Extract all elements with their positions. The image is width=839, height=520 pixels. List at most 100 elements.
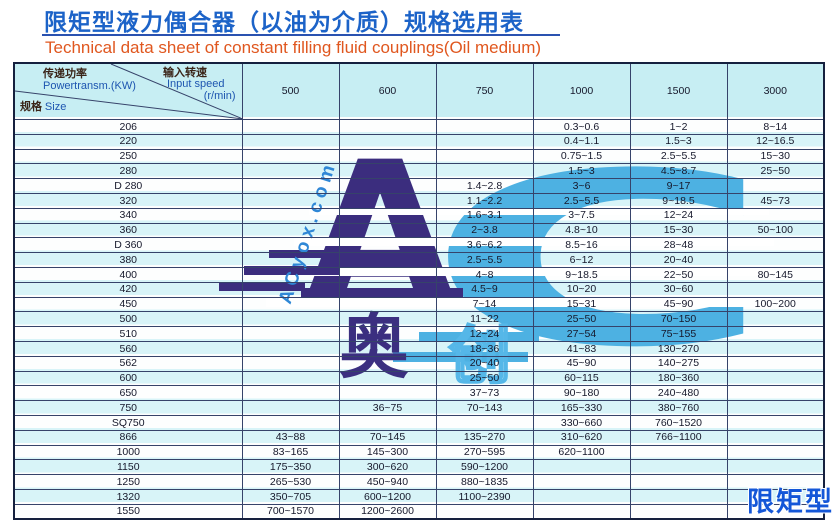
corner-type-label: 限矩型 <box>747 487 834 517</box>
value-cell <box>726 385 825 402</box>
table-row: D 280 1.4~2.8 3~6 9~17 <box>13 178 825 194</box>
value-cell <box>241 192 340 209</box>
value-cell: 18~36 <box>435 340 534 357</box>
size-cell: 220 <box>13 133 243 150</box>
value-cell: 9~18.5 <box>629 192 728 209</box>
value-cell: 880~1835 <box>435 474 534 490</box>
table-row: 280 1.5~3 4.5~8.7 25~50 <box>13 163 825 180</box>
value-cell: 20~40 <box>629 252 728 268</box>
table-row: 866 43~88 70~145 135~270 310~620 766~1100 <box>13 429 825 446</box>
speed-column-header: 500 <box>241 62 340 120</box>
value-cell <box>338 340 437 357</box>
value-cell: 43~88 <box>241 429 340 446</box>
value-cell <box>726 281 825 298</box>
value-cell <box>338 237 437 254</box>
value-cell: 766~1100 <box>629 429 728 446</box>
value-cell: 100~200 <box>726 296 825 313</box>
value-cell <box>726 237 825 254</box>
header-size-en: Size <box>44 101 67 113</box>
diagonal-lines <box>15 64 243 119</box>
value-cell: 70~143 <box>435 400 534 416</box>
header-speed-cn: 输入转速 <box>163 67 207 79</box>
value-cell <box>532 459 631 476</box>
value-cell: 15~30 <box>629 222 728 239</box>
value-cell <box>241 119 340 135</box>
value-cell: 30~60 <box>629 281 728 298</box>
value-cell <box>241 311 340 328</box>
size-cell: 400 <box>13 266 243 283</box>
table-row: 420 4.5~9 10~20 30~60 <box>13 281 825 298</box>
value-cell: 240~480 <box>629 385 728 402</box>
table-row: 1000 83~165 145~300 270~595 620~1100 <box>13 444 825 461</box>
value-cell <box>726 340 825 357</box>
value-cell: 1.6~3.1 <box>435 207 534 224</box>
header-power-cn: 传递功率 <box>43 68 87 80</box>
value-cell <box>338 414 437 431</box>
spec-table-container: A C ACyox.com 奥 创 <box>13 62 825 520</box>
value-cell: 0.3~0.6 <box>532 119 631 135</box>
value-cell: 450~940 <box>338 474 437 490</box>
value-cell: 80~145 <box>726 266 825 283</box>
value-cell: 25~50 <box>435 370 534 387</box>
value-cell <box>338 266 437 283</box>
speed-column-header: 3000 <box>726 62 825 120</box>
value-cell: 700~1570 <box>241 503 340 520</box>
value-cell: 45~90 <box>629 296 728 313</box>
value-cell <box>241 400 340 416</box>
size-cell: 206 <box>13 119 243 135</box>
value-cell: 45~73 <box>726 192 825 209</box>
value-cell <box>629 459 728 476</box>
table-row: 450 7~14 15~31 45~90 100~200 <box>13 296 825 313</box>
size-cell: 1150 <box>13 459 243 476</box>
value-cell: 11~22 <box>435 311 534 328</box>
table-row: 360 2~3.8 4.8~10 15~30 50~100 <box>13 222 825 239</box>
value-cell: 36~75 <box>338 400 437 416</box>
size-cell: 250 <box>13 148 243 165</box>
value-cell: 90~180 <box>532 385 631 402</box>
value-cell <box>338 355 437 372</box>
value-cell <box>726 429 825 446</box>
size-cell: 1000 <box>13 444 243 461</box>
value-cell <box>241 222 340 239</box>
value-cell <box>241 148 340 165</box>
value-cell <box>241 370 340 387</box>
size-cell: 1320 <box>13 488 243 505</box>
header-speed-unit: (r/min) <box>203 90 236 102</box>
table-row: 750 36~75 70~143 165~330 380~760 <box>13 400 825 416</box>
speed-column-header: 600 <box>338 62 437 120</box>
size-cell: D 280 <box>13 178 243 194</box>
value-cell <box>241 385 340 402</box>
value-cell: 1.1~2.2 <box>435 192 534 209</box>
value-cell: 1~2 <box>629 119 728 135</box>
value-cell <box>338 222 437 239</box>
size-cell: D 360 <box>13 237 243 254</box>
value-cell: 4.8~10 <box>532 222 631 239</box>
table-row: 206 0.3~0.6 1~2 8~14 <box>13 119 825 135</box>
value-cell: 175~350 <box>241 459 340 476</box>
speed-column-header: 1500 <box>629 62 728 120</box>
value-cell <box>338 148 437 165</box>
value-cell: 2.5~5.5 <box>629 148 728 165</box>
value-cell <box>435 503 534 520</box>
value-cell <box>726 370 825 387</box>
speed-column-header: 750 <box>435 62 534 120</box>
value-cell: 270~595 <box>435 444 534 461</box>
value-cell: 2.5~5.5 <box>532 192 631 209</box>
value-cell <box>435 133 534 150</box>
value-cell: 22~50 <box>629 266 728 283</box>
value-cell: 8~14 <box>726 119 825 135</box>
value-cell <box>435 163 534 180</box>
value-cell: 180~360 <box>629 370 728 387</box>
value-cell <box>338 370 437 387</box>
value-cell: 3~7.5 <box>532 207 631 224</box>
table-row: 1150 175~350 300~620 590~1200 <box>13 459 825 476</box>
value-cell: 3~6 <box>532 178 631 194</box>
size-cell: 650 <box>13 385 243 402</box>
value-cell: 28~48 <box>629 237 728 254</box>
table-row: 600 25~50 60~115 180~360 <box>13 370 825 387</box>
table-row: 320 1.1~2.2 2.5~5.5 9~18.5 45~73 <box>13 192 825 209</box>
size-cell: 750 <box>13 400 243 416</box>
value-cell: 1200~2600 <box>338 503 437 520</box>
value-cell <box>435 148 534 165</box>
